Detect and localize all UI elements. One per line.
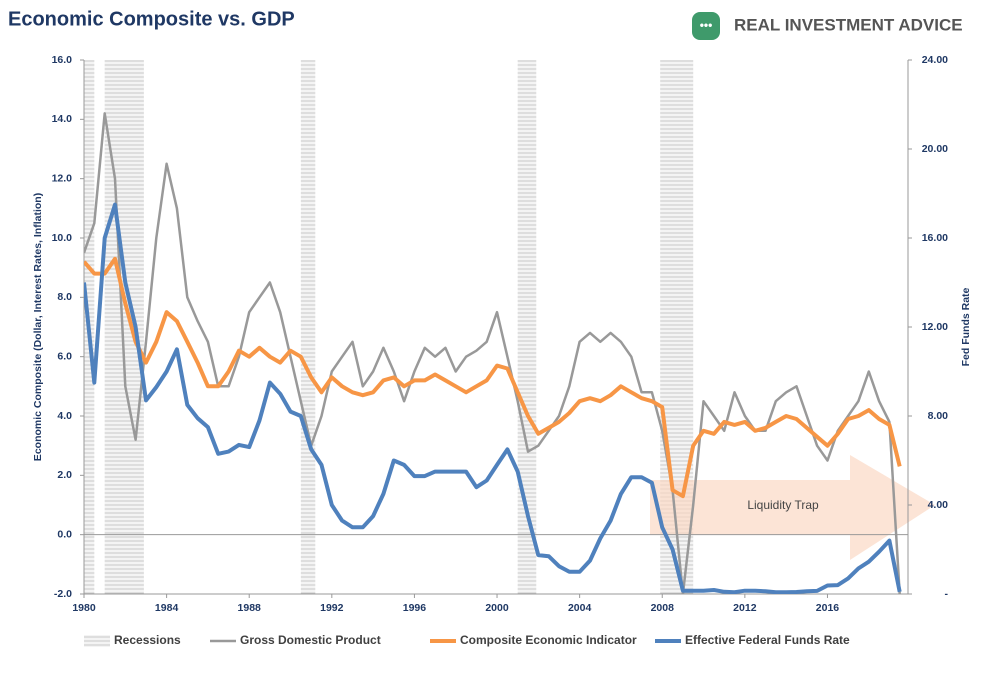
x-tick-label: 1988 bbox=[238, 602, 262, 614]
y-tick-label: 16.0 bbox=[52, 54, 73, 66]
y2-tick-label: 8.00 bbox=[928, 410, 949, 422]
legend-label: Effective Federal Funds Rate bbox=[685, 633, 850, 647]
y2-axis-label: Fed Funds Rate bbox=[960, 287, 972, 366]
x-tick-label: 2016 bbox=[816, 602, 840, 614]
x-tick-label: 1980 bbox=[72, 602, 96, 614]
y-tick-label: 8.0 bbox=[57, 291, 72, 303]
plot-area bbox=[84, 112, 902, 594]
y-tick-label: 0.0 bbox=[57, 528, 72, 540]
x-tick-label: 1992 bbox=[320, 602, 344, 614]
svg-text:•••: ••• bbox=[700, 18, 713, 32]
logo: ••• REAL INVESTMENT ADVICE bbox=[692, 12, 963, 40]
y-tick-label: 6.0 bbox=[57, 350, 72, 362]
logo-text: REAL INVESTMENT ADVICE bbox=[734, 15, 963, 34]
legend-label: Gross Domestic Product bbox=[240, 633, 381, 647]
recession-band bbox=[104, 60, 144, 594]
legend-label: Recessions bbox=[114, 633, 181, 647]
x-tick-label: 2000 bbox=[485, 602, 509, 614]
y-axis-label: Economic Composite (Dollar, Interest Rat… bbox=[32, 193, 44, 461]
y2-tick-label: - bbox=[945, 588, 949, 600]
recession-band bbox=[300, 60, 316, 594]
y2-tick-label: 20.00 bbox=[922, 143, 948, 155]
y2-tick-label: 4.00 bbox=[928, 499, 949, 511]
x-tick-label: 2012 bbox=[733, 602, 757, 614]
annotation-arrow bbox=[650, 455, 935, 560]
y-tick-label: 12.0 bbox=[52, 172, 73, 184]
series-line bbox=[84, 202, 902, 594]
chart-title: Economic Composite vs. GDP bbox=[8, 8, 295, 30]
x-tick-label: 2008 bbox=[651, 602, 675, 614]
y2-tick-label: 16.00 bbox=[922, 232, 948, 244]
x-tick-label: 1996 bbox=[403, 602, 427, 614]
y-tick-label: 10.0 bbox=[52, 232, 73, 244]
x-tick-label: 1984 bbox=[155, 602, 179, 614]
y2-tick-label: 24.00 bbox=[922, 54, 948, 66]
legend-label: Composite Economic Indicator bbox=[460, 633, 637, 647]
y-tick-label: 2.0 bbox=[57, 469, 72, 481]
y-tick-label: -2.0 bbox=[54, 588, 72, 600]
annotation: Liquidity Trap bbox=[747, 498, 819, 512]
x-tick-label: 2004 bbox=[568, 602, 592, 614]
recession-band bbox=[517, 60, 537, 594]
y2-tick-label: 12.00 bbox=[922, 321, 948, 333]
y-tick-label: 14.0 bbox=[52, 113, 73, 125]
series-line bbox=[84, 256, 902, 499]
legend-swatch bbox=[84, 635, 110, 647]
y-tick-label: 4.0 bbox=[57, 410, 72, 422]
